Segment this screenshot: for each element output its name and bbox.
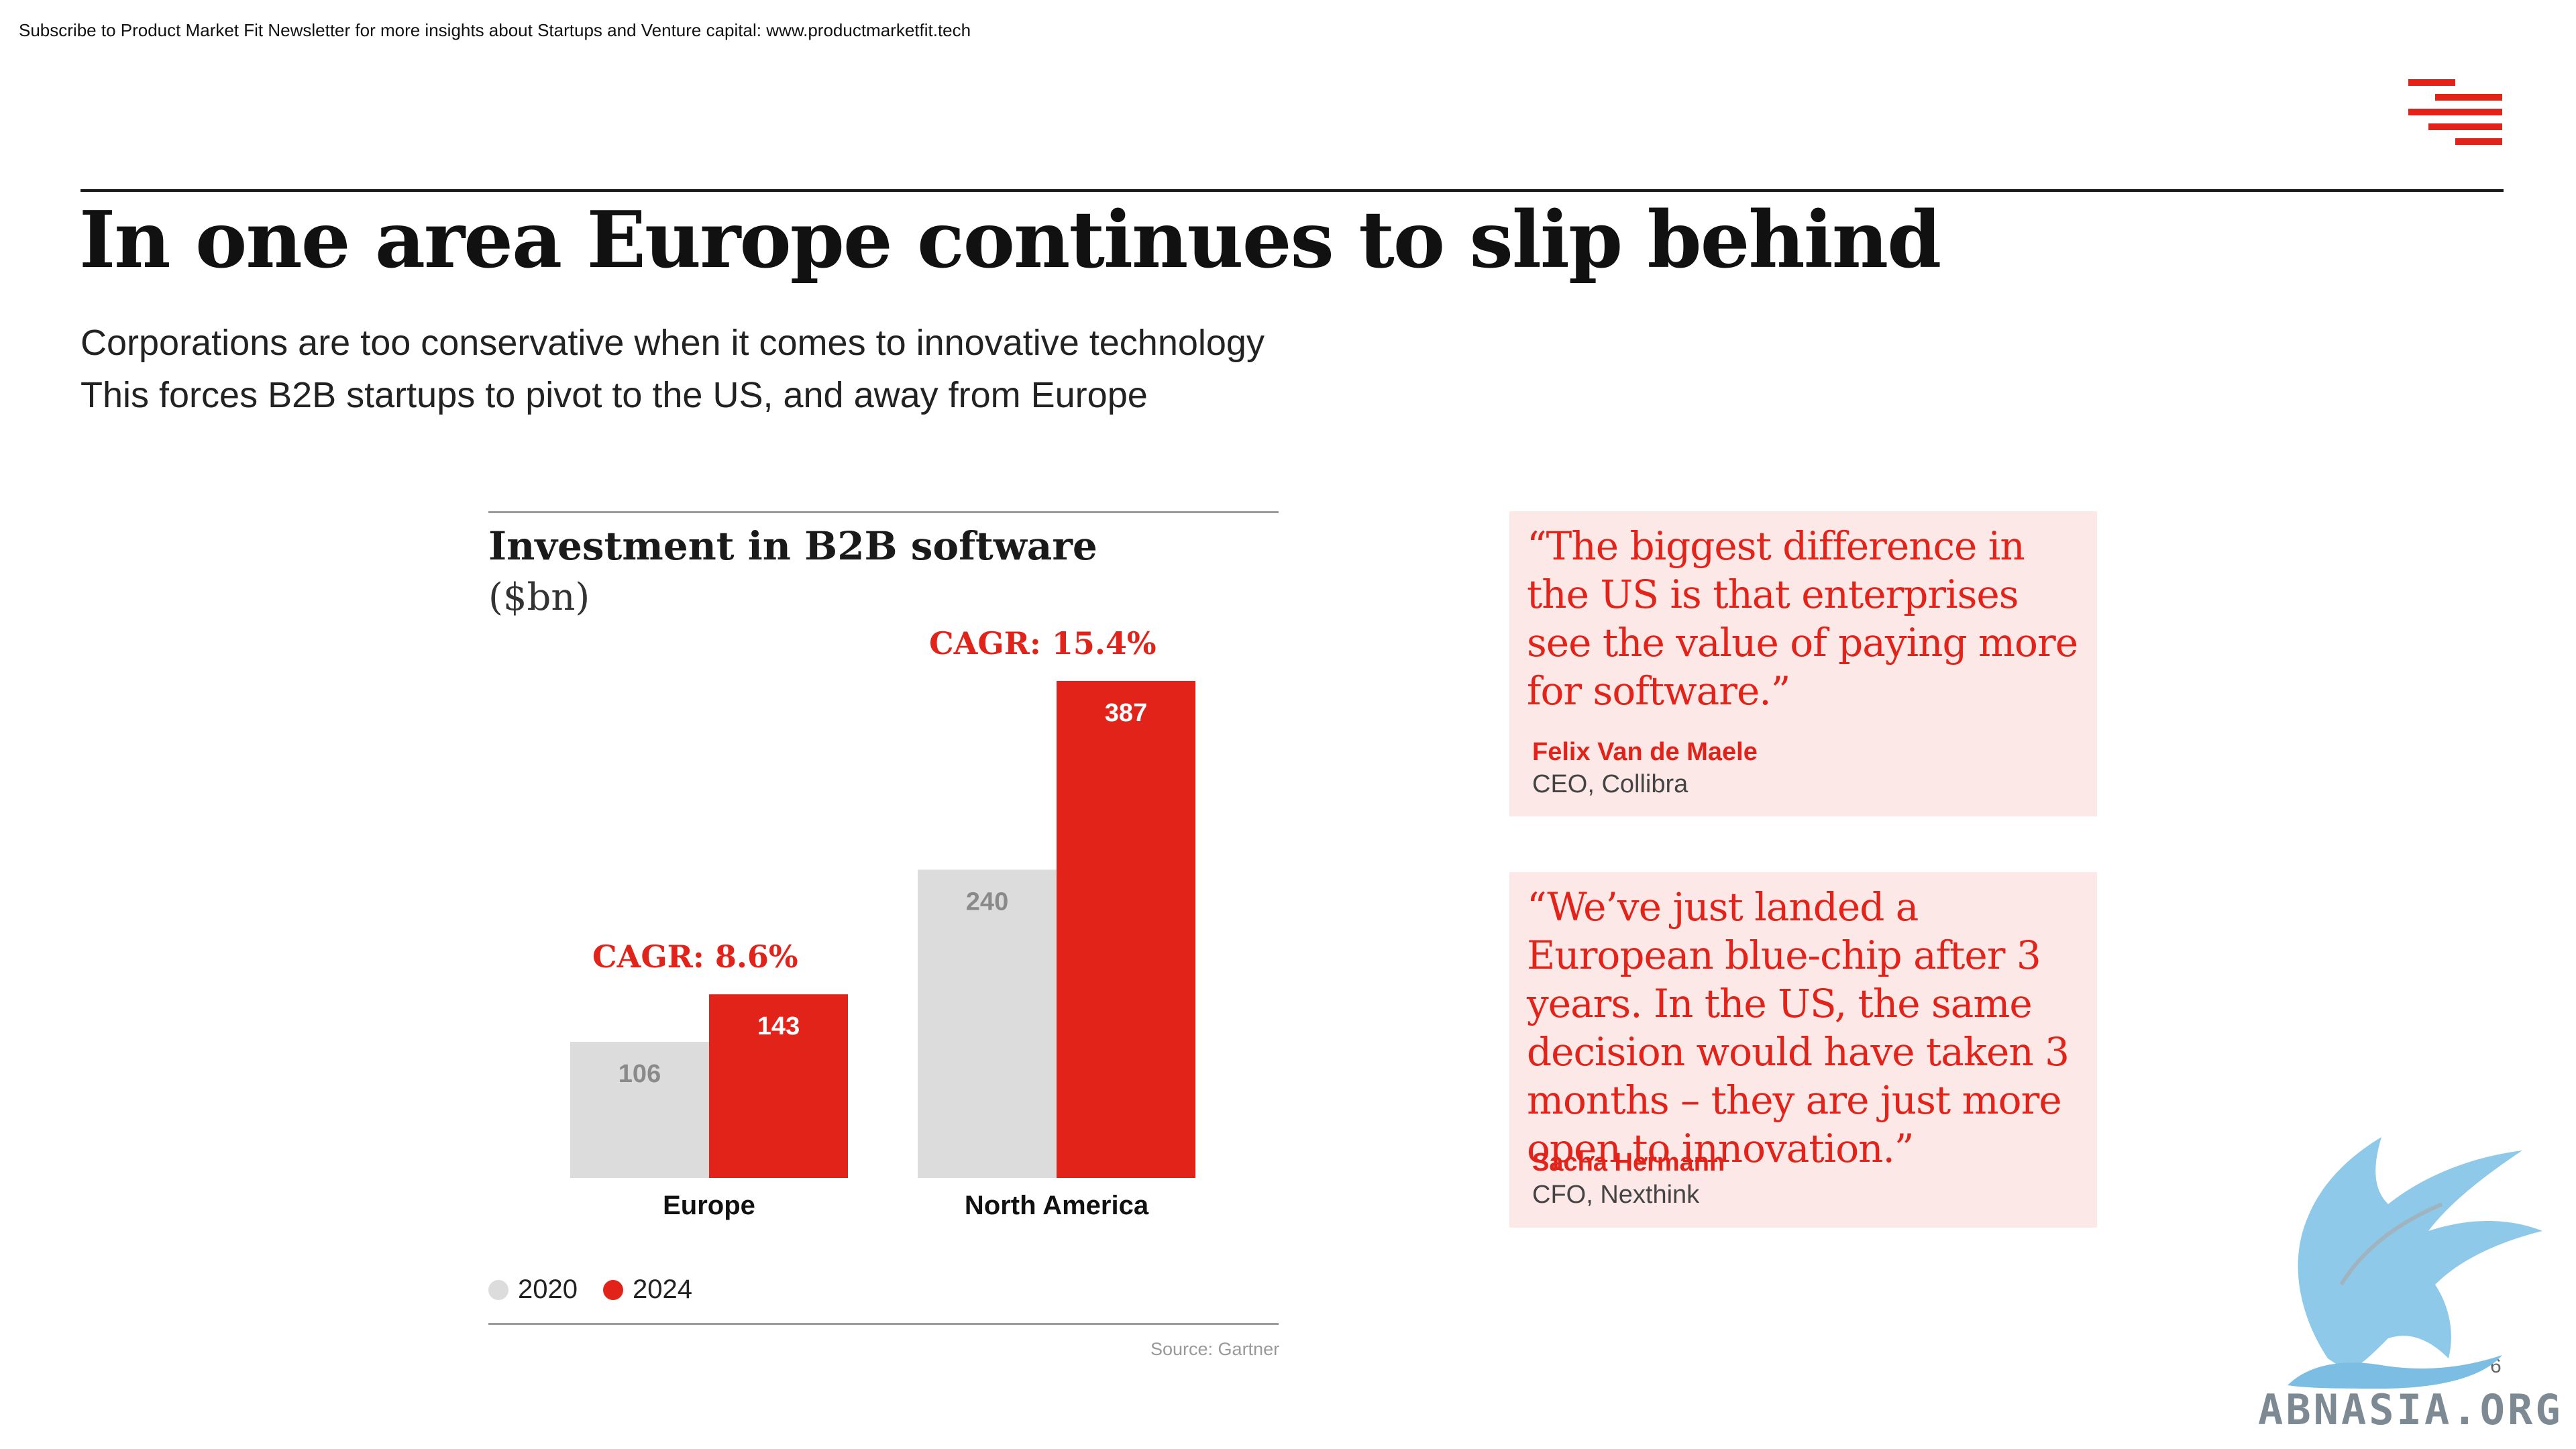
cagr-annotation-north-america: CAGR: 15.4% <box>929 625 1157 661</box>
quote-text-1: “The biggest difference in the US is tha… <box>1527 523 2078 714</box>
bar-north-america-2020 <box>918 869 1057 1178</box>
quote-text-2: “We’ve just landed a European blue-chip … <box>1527 884 2070 1171</box>
legend-item-2020: 2020 <box>488 1275 578 1305</box>
quote-role-2: CFO, Nexthink <box>1532 1181 1700 1209</box>
data-label-north-america-2020: 240 <box>966 888 1008 916</box>
bar-europe-2020 <box>570 1042 709 1178</box>
legend-item-2024: 2024 <box>602 1275 692 1305</box>
chart-legend: 2020 2024 <box>488 1275 718 1305</box>
header-divider <box>80 189 2504 192</box>
category-label-europe: Europe <box>663 1191 755 1220</box>
category-label-north-america: North America <box>965 1191 1149 1220</box>
data-label-north-america-2024: 387 <box>1105 699 1147 727</box>
chart-top-rule <box>488 511 1279 513</box>
chart-source: Source: Gartner <box>1150 1339 1280 1359</box>
brand-logo-icon <box>2408 79 2502 153</box>
legend-label-2024: 2024 <box>632 1275 692 1304</box>
data-label-europe-2020: 106 <box>619 1060 661 1088</box>
chart-unit: ($bn) <box>488 576 590 619</box>
subtitle-line-1: Corporations are too conservative when i… <box>80 323 1265 363</box>
chart-bottom-rule <box>488 1323 1279 1325</box>
legend-dot-2024 <box>602 1279 623 1300</box>
cagr-annotation-europe: CAGR: 8.6% <box>592 938 798 975</box>
bar-europe-2024 <box>709 994 848 1178</box>
bar-north-america-2024 <box>1057 681 1195 1178</box>
quote-role-1: CEO, Collibra <box>1532 770 1688 798</box>
quote-card-2: “We’ve just landed a European blue-chip … <box>1509 872 2097 1228</box>
page-title: In one area Europe continues to slip beh… <box>79 195 1941 286</box>
quote-card-1: “The biggest difference in the US is tha… <box>1509 511 2097 816</box>
quote-author-1: Felix Van de Maele <box>1532 738 1758 766</box>
legend-dot-2020 <box>488 1279 508 1300</box>
chart-title: Investment in B2B software <box>488 523 1097 569</box>
legend-label-2020: 2020 <box>518 1275 578 1304</box>
watermark-text: ABNASIA.ORG <box>2258 1385 2563 1434</box>
data-label-europe-2024: 143 <box>757 1012 800 1040</box>
quote-author-2: Sacha Hermann <box>1532 1148 1725 1177</box>
newsletter-note: Subscribe to Product Market Fit Newslett… <box>19 20 971 40</box>
watermark: ABNASIA.ORG <box>2247 1117 2576 1449</box>
griffin-watermark-icon <box>2288 1137 2542 1389</box>
subtitle-line-2: This forces B2B startups to pivot to the… <box>80 375 1148 415</box>
page-subtitle: Corporations are too conservative when i… <box>80 317 1265 421</box>
